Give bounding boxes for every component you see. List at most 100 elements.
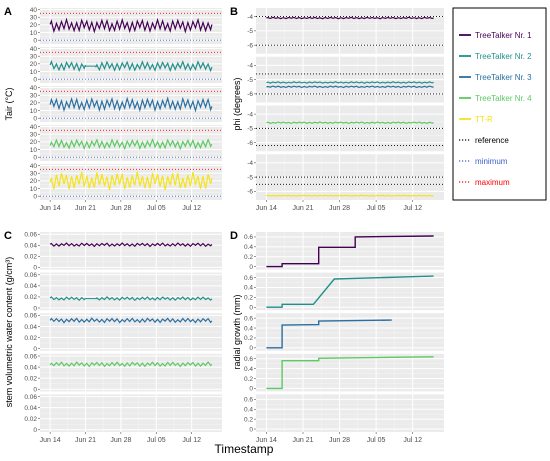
- y-tick-label: 0: [33, 427, 37, 434]
- y-tick-label: 0: [33, 386, 37, 393]
- y-tick-label: 0: [33, 346, 37, 353]
- legend-item: TreeTalker Nr. 2: [459, 52, 532, 61]
- y-tick-label: 0: [249, 386, 253, 393]
- x-tick-label: Jun 28: [110, 437, 131, 444]
- y-tick-label: 20: [30, 61, 38, 68]
- x-tick-label: Jun 28: [329, 437, 350, 444]
- y-tick-label: 40: [30, 124, 38, 131]
- y-tick-label: 0.02: [24, 254, 37, 261]
- x-tick-label: Jun 14: [256, 205, 277, 212]
- panel-label: D: [230, 230, 238, 242]
- y-tick-label: 0.06: [24, 394, 37, 401]
- y-tick-label: 0.6: [244, 234, 253, 241]
- y-tick-label: 0: [33, 265, 37, 272]
- panel-label: B: [230, 6, 238, 18]
- panel-label: C: [4, 230, 12, 242]
- y-tick-label: 0.2: [244, 295, 253, 302]
- y-tick-label: 10: [30, 186, 38, 193]
- y-tick-label: 0: [249, 264, 253, 271]
- x-tick-label: Jul 12: [182, 205, 201, 212]
- series-line: [266, 194, 434, 197]
- y-axis-title: phi (degrees): [232, 77, 242, 130]
- y-tick-label: 0: [33, 37, 37, 44]
- series-line: [266, 356, 434, 390]
- y-tick-label: -4: [247, 14, 253, 21]
- series-line: [266, 85, 434, 89]
- y-axis-title: radial growth (mm): [232, 294, 242, 369]
- x-axis-title: Timestamp: [215, 442, 274, 456]
- y-tick-label: 0.2: [244, 376, 253, 383]
- y-tick-label: -4: [247, 111, 253, 118]
- y-axis-title: Tair (°C): [4, 87, 14, 120]
- facet: -6 -5 -4: [247, 154, 444, 200]
- y-tick-label: 30: [30, 131, 38, 138]
- y-tick-label: 0.2: [244, 254, 253, 261]
- series-line: [266, 16, 434, 20]
- y-tick-label: 0.2: [244, 335, 253, 342]
- x-tick-label: Jun 21: [75, 205, 96, 212]
- series-line: [49, 171, 213, 191]
- y-tick-label: -6: [247, 91, 253, 98]
- y-tick-label: 0.2: [244, 416, 253, 423]
- y-tick-label: 10: [30, 108, 38, 115]
- facet: 0 0.02 0.04 0.06: [24, 353, 222, 393]
- series-line: [49, 317, 213, 324]
- y-tick-label: 30: [30, 170, 38, 177]
- series-line: [95, 296, 213, 301]
- facet: 0 0.02 0.04 0.06: [24, 313, 222, 353]
- x-tick-label: Jun 28: [110, 205, 131, 212]
- y-tick-label: 0.06: [24, 232, 37, 239]
- y-tick-label: 0.04: [24, 243, 37, 250]
- y-tick-label: 0: [249, 305, 253, 312]
- y-tick-label: 0.04: [24, 364, 37, 371]
- y-tick-label: 0.04: [24, 324, 37, 331]
- facet: 0 0.2 0.4 0.6: [244, 232, 444, 271]
- y-tick-label: 40: [30, 163, 38, 170]
- series-line: [49, 96, 213, 113]
- facet: 0 0.2 0.4 0.6: [244, 272, 444, 312]
- y-tick-label: -5: [247, 28, 253, 35]
- facet: 0 0.2 0.4 0.6: [244, 394, 444, 433]
- x-tick-label: Jun 21: [292, 437, 313, 444]
- series-line: [49, 361, 213, 368]
- y-tick-label: 40: [30, 7, 38, 14]
- legend-label: minimum: [475, 157, 508, 166]
- legend-label: TreeTalker Nr. 4: [475, 94, 532, 103]
- legend-label: TreeTalker Nr. 3: [475, 73, 532, 82]
- legend-label: TreeTalker Nr. 2: [475, 52, 532, 61]
- facet-background: [256, 394, 444, 432]
- x-tick-label: Jun 21: [292, 205, 313, 212]
- x-tick-label: Jun 28: [329, 205, 350, 212]
- y-tick-label: -6: [247, 189, 253, 196]
- y-tick-label: 0: [33, 193, 37, 200]
- y-tick-label: 10: [30, 147, 38, 154]
- x-tick-label: Jul 05: [147, 205, 166, 212]
- series-line: [49, 17, 213, 34]
- y-tick-label: 0.6: [244, 356, 253, 363]
- legend-item: TreeTalker Nr. 1: [459, 31, 532, 40]
- x-tick-label: Jul 05: [147, 437, 166, 444]
- facet: 0 0.2 0.4 0.6: [244, 353, 444, 393]
- series-line: [266, 319, 392, 349]
- series-line: [49, 137, 213, 151]
- facet: -6 -5 -4: [247, 8, 444, 54]
- legend-box: [452, 7, 547, 201]
- y-tick-label: 0: [33, 305, 37, 312]
- x-tick-label: Jul 12: [403, 205, 422, 212]
- y-tick-label: 0.06: [24, 353, 37, 360]
- y-tick-label: 0.02: [24, 335, 37, 342]
- y-tick-label: 0: [249, 426, 253, 433]
- y-tick-label: 10: [30, 30, 38, 37]
- x-tick-label: Jun 14: [40, 205, 61, 212]
- y-tick-label: 0: [33, 115, 37, 122]
- y-tick-label: 0: [33, 154, 37, 161]
- y-tick-label: -5: [247, 126, 253, 133]
- legend-label: TreeTalker Nr. 1: [475, 31, 532, 40]
- facet: -6 -5 -4: [247, 105, 444, 152]
